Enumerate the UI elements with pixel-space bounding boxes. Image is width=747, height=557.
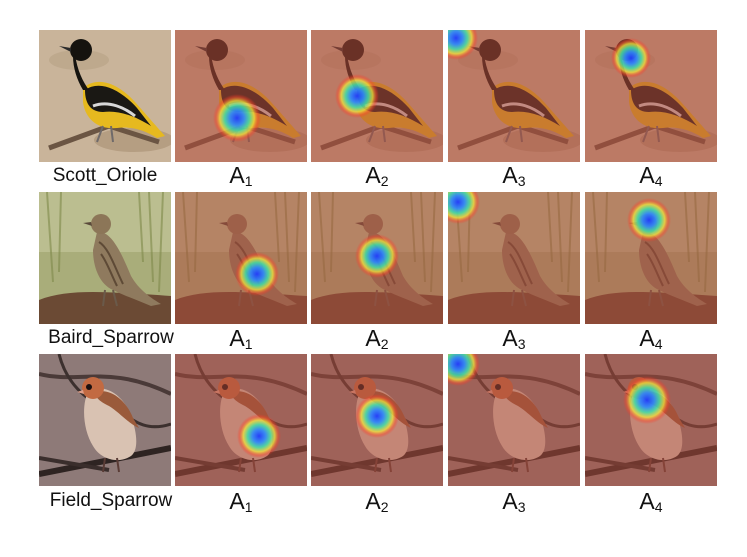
attention-label-a1: A1 bbox=[229, 488, 253, 515]
attention-map-baird-sparrow-a3 bbox=[448, 192, 580, 324]
attention-label-a4: A4 bbox=[639, 488, 663, 515]
attention-label-a2: A2 bbox=[365, 488, 389, 515]
attention-map-field-sparrow-a3 bbox=[448, 354, 580, 486]
attention-map-field-sparrow-a2 bbox=[311, 354, 443, 486]
species-label-row-3: Field_Sparrow bbox=[49, 490, 173, 511]
attention-label-a3: A3 bbox=[502, 325, 526, 352]
attention-map-baird-sparrow-a1 bbox=[175, 192, 307, 324]
species-label-row-1: Scott_Oriole bbox=[52, 165, 158, 186]
attention-map-field-sparrow-a1 bbox=[175, 354, 307, 486]
attention-label-a3: A3 bbox=[502, 162, 526, 189]
attention-label-a1: A1 bbox=[229, 162, 253, 189]
attention-map-scott-oriole-a1 bbox=[175, 30, 307, 162]
original-photo-scott-oriole bbox=[39, 30, 171, 162]
attention-map-scott-oriole-a2 bbox=[311, 30, 443, 162]
attention-label-a4: A4 bbox=[639, 162, 663, 189]
attention-label-a2: A2 bbox=[365, 162, 389, 189]
original-photo-field-sparrow bbox=[39, 354, 171, 486]
attention-map-baird-sparrow-a2 bbox=[311, 192, 443, 324]
attention-map-baird-sparrow-a4 bbox=[585, 192, 717, 324]
attention-label-a2: A2 bbox=[365, 325, 389, 352]
attention-map-scott-oriole-a4 bbox=[585, 30, 717, 162]
attention-map-scott-oriole-a3 bbox=[448, 30, 580, 162]
original-photo-baird-sparrow bbox=[39, 192, 171, 324]
species-label-row-2: Baird_Sparrow bbox=[48, 327, 174, 348]
attention-label-a4: A4 bbox=[639, 325, 663, 352]
attention-label-a3: A3 bbox=[502, 488, 526, 515]
attention-map-field-sparrow-a4 bbox=[585, 354, 717, 486]
attention-label-a1: A1 bbox=[229, 325, 253, 352]
